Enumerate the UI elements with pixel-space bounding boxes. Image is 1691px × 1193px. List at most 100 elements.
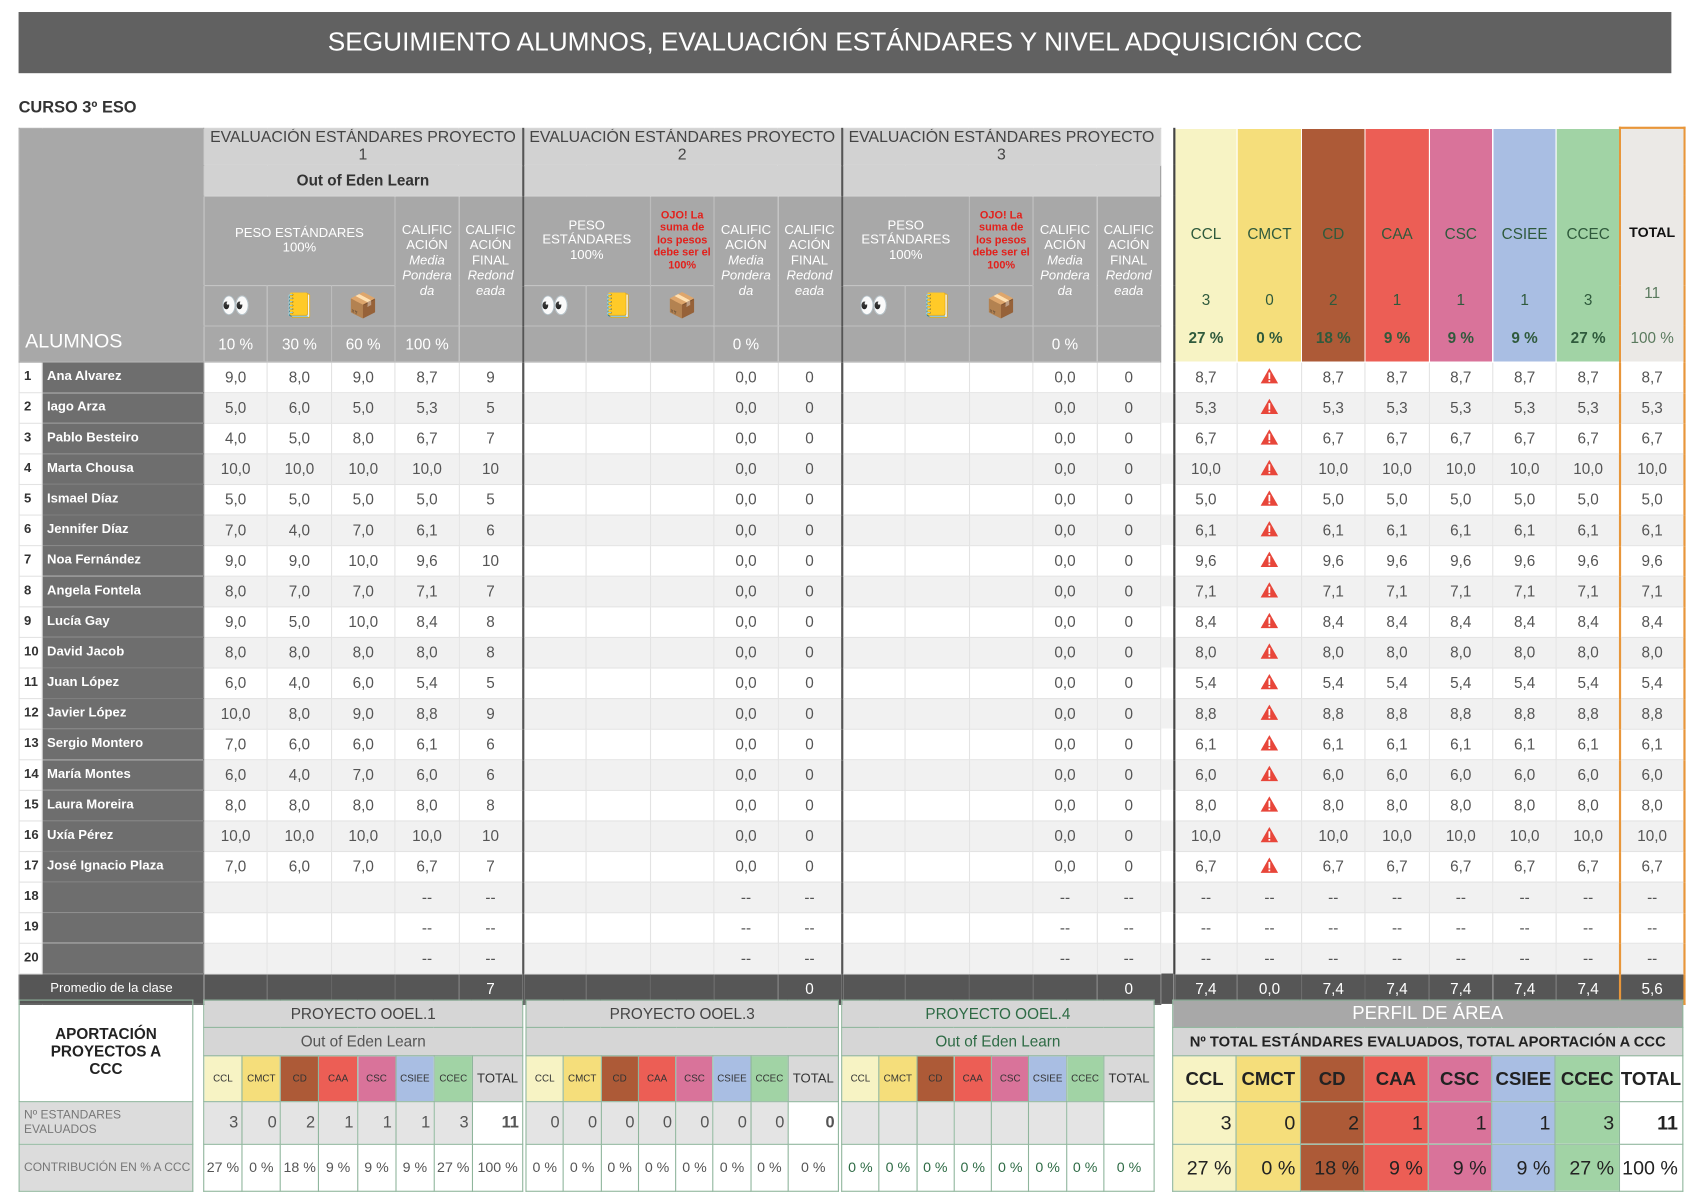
block-header: CSIEE	[1028, 1055, 1067, 1103]
block-header: CSIEE	[395, 1055, 435, 1103]
score	[649, 820, 715, 852]
score: 6,0	[203, 759, 269, 791]
competence-pct: 0 %	[1256, 328, 1283, 346]
competence-score: 6,1	[1173, 728, 1239, 761]
final: 0	[777, 606, 843, 638]
student-name: Juan López	[41, 667, 205, 699]
competence-score: --	[1555, 881, 1621, 914]
block-count: 0	[525, 1101, 564, 1145]
score: 10,0	[266, 820, 332, 852]
competence-score: 7,1	[1173, 575, 1239, 608]
final: 5	[458, 483, 524, 516]
intro-row: APORTACIÓN PROYECTOS A CCC	[18, 999, 194, 1103]
final: 0	[1096, 697, 1162, 730]
competence-score: 5,0	[1364, 483, 1430, 516]
block-subtitle: Out of Eden Learn	[841, 1026, 1155, 1057]
gap	[1160, 453, 1175, 485]
weight-pct	[649, 325, 715, 363]
gap	[1160, 545, 1175, 577]
media: 0,0	[713, 422, 779, 455]
score: 7,0	[330, 759, 396, 791]
student-name: Angela Fontela	[41, 575, 205, 608]
media-label: CALIFIC ACIÓN	[1039, 222, 1091, 253]
competence-score: 8,4	[1555, 606, 1621, 638]
competence-score: 8,4	[1492, 606, 1558, 638]
score	[585, 483, 651, 516]
score	[968, 942, 1034, 975]
score: 6,0	[266, 850, 332, 883]
score	[521, 422, 588, 455]
score	[649, 789, 715, 822]
media: 8,4	[394, 606, 460, 638]
student-name: Ismael Díaz	[41, 483, 205, 516]
media: 0,0	[1032, 361, 1098, 394]
competence-score: 6,1	[1364, 514, 1430, 547]
block-pct: 0 %	[712, 1143, 752, 1192]
block-count	[990, 1101, 1030, 1145]
block-count: 0	[637, 1101, 677, 1145]
warning-icon	[1260, 643, 1279, 659]
profile-subtitle: Nº TOTAL ESTÁNDARES EVALUADOS, TOTAL APO…	[1172, 1026, 1684, 1057]
score	[585, 850, 651, 883]
student-row: 12 Javier López 10,0 8,0 9,0 8,8 9 0,0 0 0,0 0 8,8 8…	[18, 697, 1686, 730]
gap	[1160, 790, 1175, 821]
competence-score: --	[1555, 942, 1621, 975]
intro-row: CONTRIBUCIÓN EN % A CCC	[18, 1143, 194, 1192]
score: 7,0	[330, 575, 396, 608]
media: 5,4	[394, 667, 460, 699]
score	[585, 544, 651, 577]
media: 0,0	[1032, 453, 1098, 485]
competence-score: --	[1173, 911, 1239, 944]
competence-header: CD 2 18 %	[1300, 127, 1366, 363]
competence-score: 6,0	[1492, 759, 1558, 791]
competence-count: 1	[1520, 290, 1529, 308]
block-header: CSIEE	[712, 1055, 752, 1103]
block-row: PROYECTO OOEL.3	[525, 999, 839, 1028]
total-score: 10,0	[1619, 453, 1686, 485]
score: 8,0	[203, 636, 269, 669]
project-title: EVALUACIÓN ESTÁNDARES PROYECTO 3	[840, 127, 1162, 166]
warning-icon	[1260, 429, 1279, 445]
media: 0,0	[713, 544, 779, 577]
score	[521, 820, 588, 852]
score	[904, 453, 970, 485]
block-header: CSC	[990, 1055, 1030, 1103]
profile-count: 2	[1299, 1101, 1365, 1145]
student-row: 4 Marta Chousa 10,0 10,0 10,0 10,0 10 0,0 0 0,0 0 1…	[18, 453, 1686, 485]
block-count: 0	[750, 1101, 789, 1145]
student-row: 6 Jennifer Díaz 7,0 4,0 7,0 6,1 6 0,0 0 0,0 0 6,1 6,…	[18, 514, 1686, 547]
competence-warning	[1237, 514, 1302, 547]
final: 8	[458, 606, 524, 638]
competence-score: --	[1173, 942, 1239, 975]
competence-score: 8,7	[1300, 361, 1366, 394]
project-block: PROYECTO OOEL.4 Out of Eden Learn CCL CMCT C…	[841, 999, 1155, 1192]
header-row: PESO ESTÁNDARES 100% CALIFIC ACIÓN Media P…	[19, 195, 1684, 327]
score	[968, 911, 1034, 944]
block-pct: 0 %	[525, 1143, 564, 1192]
total-score: 5,0	[1619, 483, 1686, 516]
score	[649, 422, 715, 455]
block-pct: 0 %	[750, 1143, 789, 1192]
media: 6,1	[394, 728, 460, 761]
row-number: 8	[18, 575, 43, 608]
score	[840, 697, 907, 730]
area-profile: PERFIL DE ÁREA Nº TOTAL ESTÁNDARES EVALUA…	[1172, 999, 1684, 1192]
score	[585, 942, 651, 975]
competence-score: 6,1	[1173, 514, 1239, 547]
competence-score: 8,0	[1300, 789, 1366, 822]
score: 8,0	[203, 575, 269, 608]
warning-icon	[1260, 520, 1279, 537]
final: 0	[777, 636, 843, 669]
final: 0	[777, 667, 843, 699]
warning-icon	[1260, 582, 1279, 598]
total-score: 10,0	[1619, 820, 1686, 852]
final: 0	[777, 392, 843, 424]
competence-score: 8,0	[1364, 636, 1430, 669]
row-number: 5	[18, 483, 43, 516]
block-count: 0	[712, 1101, 752, 1145]
score	[968, 636, 1034, 669]
warning-icon	[1260, 490, 1279, 506]
media: 0,0	[1032, 728, 1098, 761]
block-count: 3	[433, 1101, 473, 1145]
